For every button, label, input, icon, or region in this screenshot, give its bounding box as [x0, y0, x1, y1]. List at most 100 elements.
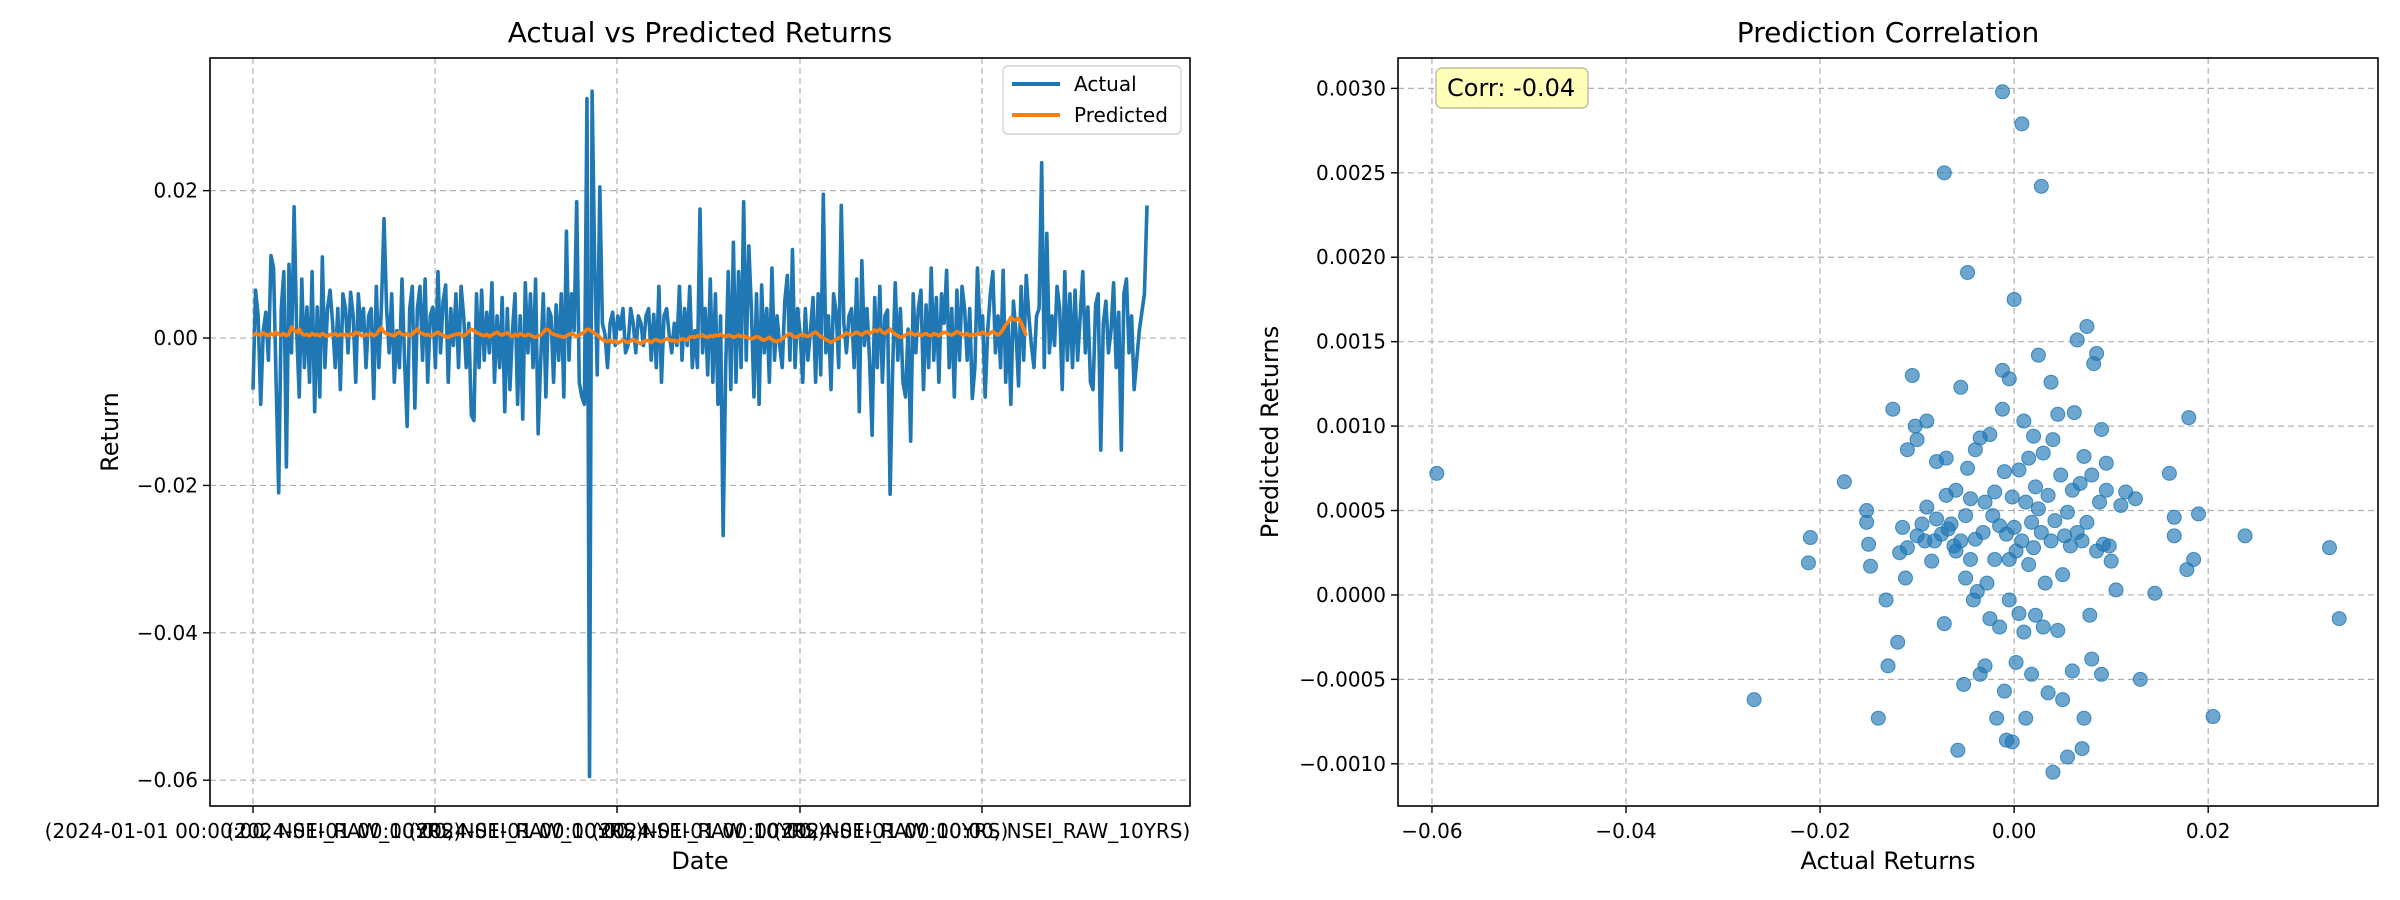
scatter-point — [1969, 584, 1985, 600]
scatter-point — [2321, 540, 2337, 556]
scatter-point — [1989, 710, 2005, 726]
scatter-point — [2108, 582, 2124, 598]
scatter-point — [2001, 592, 2017, 608]
line-chart-x-tick-label: (2024-01-01 00:00:00, NSEI_RAW_10YRS) — [45, 819, 462, 843]
line-chart-title: Actual vs Predicted Returns — [508, 16, 893, 49]
scatter-chart-y-tick-label: 0.0025 — [1316, 161, 1386, 185]
scatter-point — [2033, 178, 2049, 194]
scatter-chart-frame — [1397, 57, 2379, 807]
scatter-chart-y-tick-label: 0.0000 — [1316, 583, 1386, 607]
scatter-point — [2084, 467, 2100, 483]
scatter-point — [2030, 347, 2046, 363]
correlation-annotation-text: Corr: -0.04 — [1447, 74, 1575, 102]
scatter-point — [1863, 558, 1879, 574]
scatter-point — [2053, 467, 2069, 483]
scatter-point — [1895, 519, 1911, 535]
scatter-point — [2098, 482, 2114, 498]
scatter-chart-x-axis-label: Actual Returns — [1801, 847, 1976, 875]
legend-label-actual: Actual — [1074, 72, 1137, 96]
scatter-point — [2014, 116, 2030, 132]
scatter-point — [2089, 345, 2105, 361]
scatter-point — [2018, 494, 2034, 510]
scatter-chart-y-axis-label: Predicted Returns — [1256, 326, 1284, 538]
scatter-point — [2113, 497, 2129, 513]
scatter-point — [2030, 501, 2046, 517]
scatter-point — [2050, 406, 2066, 422]
scatter-chart-y-tick-label: −0.0010 — [1299, 752, 1386, 776]
line-chart-x-ticks: (2024-01-01 00:00:00, NSEI_RAW_10YRS)(20… — [45, 806, 1191, 843]
scatter-point — [2132, 671, 2148, 687]
scatter-point — [1982, 427, 1998, 443]
scatter-point — [1859, 514, 1875, 530]
scatter-point — [2016, 413, 2032, 429]
scatter-point — [2076, 710, 2092, 726]
scatter-point — [1802, 530, 1818, 546]
scatter-point — [1429, 465, 1445, 481]
scatter-point — [2001, 371, 2017, 387]
scatter-point — [2040, 487, 2056, 503]
scatter-point — [2021, 450, 2037, 466]
scatter-point — [2006, 291, 2022, 307]
scatter-point — [1958, 570, 1974, 586]
scatter-point — [1992, 619, 2008, 635]
scatter-point — [1995, 84, 2010, 100]
line-chart-x-tick-label: (2024-01-01 00:00:00, NSEI_RAW_10YRS) — [774, 819, 1191, 843]
scatter-chart-title: Prediction Correlation — [1737, 16, 2039, 49]
scatter-chart-x-tick-label: −0.02 — [1789, 819, 1850, 843]
scatter-point — [2074, 741, 2090, 757]
scatter-point — [2101, 538, 2117, 554]
scatter-point — [2060, 504, 2075, 520]
line-chart-legend: Actual Predicted — [1002, 65, 1182, 135]
line-chart-series — [251, 89, 1149, 779]
scatter-point — [1897, 570, 1913, 586]
scatter-point — [1987, 484, 2003, 500]
scatter-point — [2079, 514, 2095, 530]
scatter-chart-y-tick-label: 0.0010 — [1316, 414, 1386, 438]
line-chart-frame — [209, 57, 1191, 807]
line-chart-y-tick-label: −0.04 — [137, 621, 198, 645]
scatter-point — [1880, 658, 1896, 674]
scatter-point — [2060, 749, 2075, 765]
correlation-annotation-box — [1435, 67, 1589, 109]
scatter-point — [2033, 524, 2049, 540]
scatter-chart-y-tick-label: 0.0005 — [1316, 499, 1386, 523]
scatter-point — [2237, 528, 2253, 544]
scatter-chart-x-tick-label: −0.04 — [1595, 819, 1656, 843]
scatter-point — [1878, 592, 1894, 608]
scatter-chart-y-tick-label: −0.0005 — [1299, 667, 1386, 691]
scatter-point — [2043, 533, 2059, 549]
scatter-point — [1909, 432, 1925, 448]
scatter-point — [1919, 413, 1935, 429]
legend-label-predicted: Predicted — [1074, 103, 1168, 127]
scatter-point — [2064, 663, 2080, 679]
correlation-annotation: Corr: -0.04 — [1435, 67, 1589, 109]
scatter-chart-x-tick-label: −0.06 — [1401, 819, 1462, 843]
scatter-point — [2092, 494, 2108, 510]
scatter-point — [2079, 318, 2095, 334]
scatter-chart-y-tick-label: 0.0015 — [1316, 330, 1386, 354]
line-chart-x-tick-label: (2024-01-01 00:00:00, NSEI_RAW_10YRS) — [592, 819, 1009, 843]
line-chart: 0.02 0.00 −0.02 −0.04 −0.06 (2024-01-01 00:0… — [45, 16, 1191, 875]
scatter-point — [2093, 666, 2109, 682]
line-chart-y-tick-label: 0.02 — [153, 179, 198, 203]
scatter-point — [2035, 619, 2051, 635]
scatter-point — [2027, 479, 2043, 495]
line-chart-x-tick-label: (2024-01-01 00:00:00, NSEI_RAW_10YRS) — [409, 819, 826, 843]
scatter-point — [2045, 764, 2061, 780]
scatter-point — [2191, 506, 2206, 522]
scatter-point — [1890, 634, 1906, 650]
scatter-point — [2014, 533, 2030, 549]
scatter-point — [1979, 575, 1995, 591]
scatter-point — [2004, 489, 2020, 505]
scatter-point — [2027, 607, 2043, 623]
scatter-point — [1861, 536, 1877, 552]
scatter-point — [1870, 710, 1886, 726]
line-chart-x-axis-label: Date — [671, 847, 728, 875]
scatter-point — [1800, 555, 1816, 571]
scatter-point — [1960, 264, 1976, 280]
scatter-point — [2045, 432, 2061, 448]
scatter-point — [2186, 551, 2202, 567]
scatter-point — [2026, 428, 2042, 444]
scatter-point — [1948, 482, 1964, 498]
